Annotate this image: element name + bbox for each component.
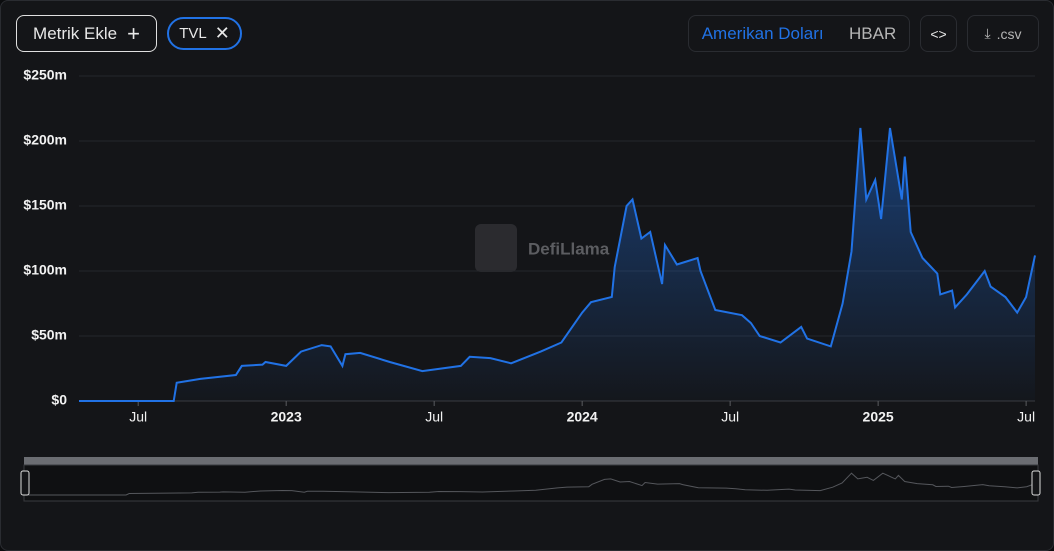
add-metric-button[interactable]: Metrik Ekle + bbox=[16, 15, 157, 52]
navigator bbox=[23, 464, 1039, 502]
area bbox=[79, 128, 1035, 401]
watermark: DefiLlama bbox=[528, 239, 610, 258]
x-tick-label: Jul bbox=[721, 409, 739, 425]
metric-tag[interactable]: TVL ✕ bbox=[167, 17, 242, 50]
navigator-line bbox=[26, 472, 1037, 496]
x-tick-label: Jul bbox=[425, 409, 443, 425]
x-tick-label: 2025 bbox=[863, 409, 894, 425]
y-tick-label: $250m bbox=[23, 67, 67, 83]
x-tick-label: 2023 bbox=[271, 409, 302, 425]
y-tick-label: $150m bbox=[23, 197, 67, 213]
x-tick-label: 2024 bbox=[567, 409, 598, 425]
navigator-bar[interactable] bbox=[24, 457, 1038, 465]
x-tick-label: Jul bbox=[129, 409, 147, 425]
y-tick-label: $200m bbox=[23, 132, 67, 148]
line bbox=[79, 127, 1036, 402]
currency-token[interactable]: HBAR bbox=[849, 23, 897, 43]
navigator-handle[interactable] bbox=[20, 470, 30, 496]
y-tick-label: $0 bbox=[51, 392, 67, 408]
plus-icon: + bbox=[127, 20, 140, 46]
currency-toggle: Amerikan Doları HBAR bbox=[688, 15, 910, 52]
navigator-handle[interactable] bbox=[1031, 470, 1041, 496]
embed-button[interactable]: <> bbox=[920, 15, 957, 52]
currency-usd[interactable]: Amerikan Doları bbox=[701, 23, 824, 43]
watermark-logo bbox=[475, 224, 517, 272]
csv-label: .csv bbox=[996, 25, 1022, 42]
close-icon: ✕ bbox=[214, 23, 230, 43]
download-icon: ⤓ bbox=[984, 25, 991, 41]
y-tick-label: $100m bbox=[23, 262, 67, 278]
add-metric-label: Metrik Ekle bbox=[33, 23, 118, 43]
csv-button[interactable]: ⤓ .csv bbox=[967, 15, 1039, 52]
metric-tag-label: TVL bbox=[179, 25, 207, 42]
x-tick-label: Jul bbox=[1017, 409, 1035, 425]
y-tick-label: $50m bbox=[31, 327, 67, 343]
